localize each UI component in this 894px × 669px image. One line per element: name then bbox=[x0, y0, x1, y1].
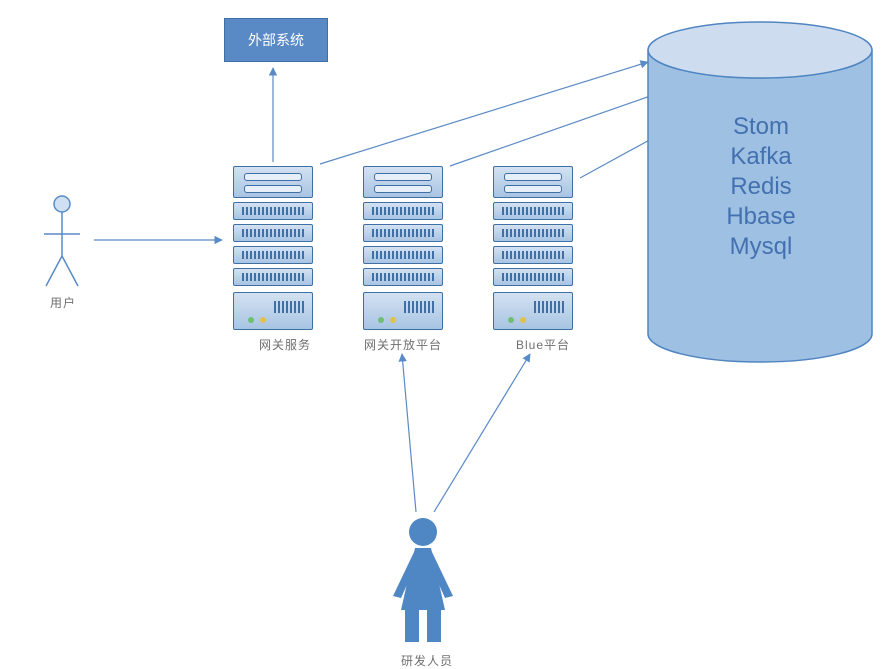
server-open-platform bbox=[358, 166, 448, 328]
developer-arm-right bbox=[427, 550, 453, 598]
server-bottom-unit bbox=[493, 292, 573, 330]
server-vent-bars bbox=[502, 207, 564, 215]
server-rack-slot bbox=[493, 224, 573, 242]
server-rack-slot bbox=[233, 202, 313, 220]
server-vent-bars bbox=[372, 273, 434, 281]
server-top-unit bbox=[493, 166, 573, 198]
server-bottom-unit bbox=[363, 292, 443, 330]
database-tech-label: Stom bbox=[696, 112, 826, 142]
database-tech-label: Kafka bbox=[696, 142, 826, 172]
server-led-green bbox=[378, 317, 384, 323]
server-blue bbox=[488, 166, 578, 328]
server-rack-slot bbox=[363, 268, 443, 286]
database-tech-label: Hbase bbox=[696, 202, 826, 232]
server-vent-bars bbox=[242, 251, 304, 259]
connectors-layer bbox=[0, 0, 894, 669]
server-drive bbox=[374, 185, 432, 193]
edge-open-to-db bbox=[450, 94, 656, 166]
developer-head bbox=[409, 518, 437, 546]
server-led-yellow bbox=[390, 317, 396, 323]
server-rack-slot bbox=[363, 224, 443, 242]
developer-leg-left bbox=[405, 610, 419, 642]
server-top-unit bbox=[363, 166, 443, 198]
user-icon bbox=[44, 196, 80, 286]
server-drive bbox=[244, 173, 302, 181]
server-vent-bars bbox=[502, 273, 564, 281]
developer-leg-right bbox=[427, 610, 441, 642]
developer-caption: 研发人员 bbox=[392, 652, 462, 669]
user-head bbox=[54, 196, 70, 212]
server-vent-bars bbox=[502, 251, 564, 259]
server-drive bbox=[504, 185, 562, 193]
server-led-yellow bbox=[260, 317, 266, 323]
database-tech-label: Mysql bbox=[696, 232, 826, 262]
server-bottom-unit bbox=[233, 292, 313, 330]
user-leg-right bbox=[62, 256, 78, 286]
server-rack-slot bbox=[493, 246, 573, 264]
developer-arm-left bbox=[393, 550, 419, 598]
edge-blue-to-db bbox=[580, 132, 664, 178]
server-caption-gateway: 网关服务 bbox=[240, 336, 330, 353]
database-cylinder-top bbox=[648, 22, 872, 78]
server-rack-slot bbox=[363, 246, 443, 264]
server-vent-bars bbox=[242, 207, 304, 215]
user-leg-left bbox=[46, 256, 62, 286]
server-vent-bars bbox=[274, 301, 304, 313]
server-vent-bars bbox=[372, 229, 434, 237]
edge-dev-to-open bbox=[402, 354, 416, 512]
server-led-green bbox=[248, 317, 254, 323]
edge-gateway-to-db bbox=[320, 62, 648, 164]
database-tech-label: Redis bbox=[696, 172, 826, 202]
server-drive bbox=[374, 173, 432, 181]
developer-icon bbox=[393, 518, 453, 642]
server-drive bbox=[244, 185, 302, 193]
server-rack-slot bbox=[233, 268, 313, 286]
external-system-box: 外部系统 bbox=[224, 18, 328, 62]
server-drive bbox=[504, 173, 562, 181]
server-vent-bars bbox=[372, 207, 434, 215]
server-rack-slot bbox=[493, 268, 573, 286]
server-vent-bars bbox=[534, 301, 564, 313]
external-system-label: 外部系统 bbox=[248, 30, 304, 50]
server-led-yellow bbox=[520, 317, 526, 323]
server-gateway bbox=[228, 166, 318, 328]
server-rack-slot bbox=[233, 246, 313, 264]
edge-dev-to-blue bbox=[434, 354, 530, 512]
server-rack-slot bbox=[493, 202, 573, 220]
developer-body bbox=[401, 548, 445, 610]
server-caption-open-platform: 网关开放平台 bbox=[358, 336, 448, 353]
server-vent-bars bbox=[372, 251, 434, 259]
server-vent-bars bbox=[404, 301, 434, 313]
server-led-green bbox=[508, 317, 514, 323]
server-rack-slot bbox=[363, 202, 443, 220]
server-vent-bars bbox=[502, 229, 564, 237]
database-label-block: StomKafkaRedisHbaseMysql bbox=[696, 112, 826, 262]
server-top-unit bbox=[233, 166, 313, 198]
server-vent-bars bbox=[242, 229, 304, 237]
server-vent-bars bbox=[242, 273, 304, 281]
diagram-canvas: 外部系统 网关服务 网关开放平台 Blue平台 StomKafkaRedisHbas… bbox=[0, 0, 894, 669]
user-caption: 用户 bbox=[38, 294, 88, 311]
server-caption-blue: Blue平台 bbox=[498, 336, 588, 353]
server-rack-slot bbox=[233, 224, 313, 242]
